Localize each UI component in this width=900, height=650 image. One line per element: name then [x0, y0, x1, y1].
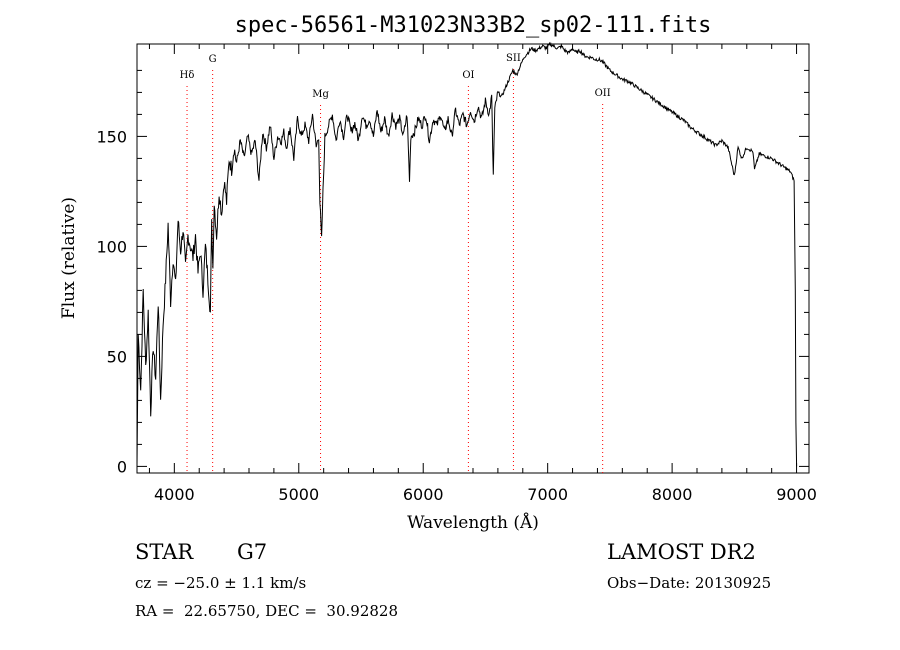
y-axis: 0 50 100 150	[96, 69, 809, 476]
x-tick-label: 6000	[403, 485, 444, 504]
y-tick-label: 50	[107, 347, 127, 366]
line-marker-label: Mg	[312, 89, 329, 100]
x-tick-label: 5000	[278, 485, 319, 504]
x-tick-label: 9000	[776, 485, 817, 504]
line-marker-label: OII	[595, 88, 611, 99]
subclass-label: G7	[237, 540, 268, 564]
chart-title: spec-56561-M31023N33B2_sp02-111.fits	[235, 13, 712, 38]
line-marker-label: Hδ	[180, 70, 195, 81]
velocity-text: cz = −25.0 ± 1.1 km/s	[135, 574, 307, 592]
x-tick-label: 7000	[527, 485, 568, 504]
survey-label: LAMOST DR2	[607, 540, 756, 564]
y-tick-label: 0	[117, 457, 127, 476]
x-tick-label: 8000	[652, 485, 693, 504]
class-label: STAR	[135, 540, 194, 564]
y-tick-label: 150	[96, 127, 127, 146]
plot-frame	[136, 43, 810, 474]
obs-date-text: Obs−Date: 20130925	[607, 574, 772, 592]
line-markers: Hδ G Mg OI SII OII	[180, 53, 611, 473]
x-axis: 4000 5000 6000 7000 8000 9000	[148, 44, 817, 504]
line-marker-label: OI	[462, 70, 474, 81]
line-marker-label: SII	[506, 53, 521, 64]
x-tick-label: 4000	[154, 485, 195, 504]
line-marker-label: G	[209, 54, 217, 65]
x-axis-label: Wavelength (Å)	[407, 512, 539, 533]
y-tick-label: 100	[96, 237, 127, 256]
coordinates-text: RA = 22.65750, DEC = 30.92828	[135, 602, 399, 620]
spectrum-series-line	[136, 41, 798, 467]
y-axis-label: Flux (relative)	[59, 197, 79, 319]
